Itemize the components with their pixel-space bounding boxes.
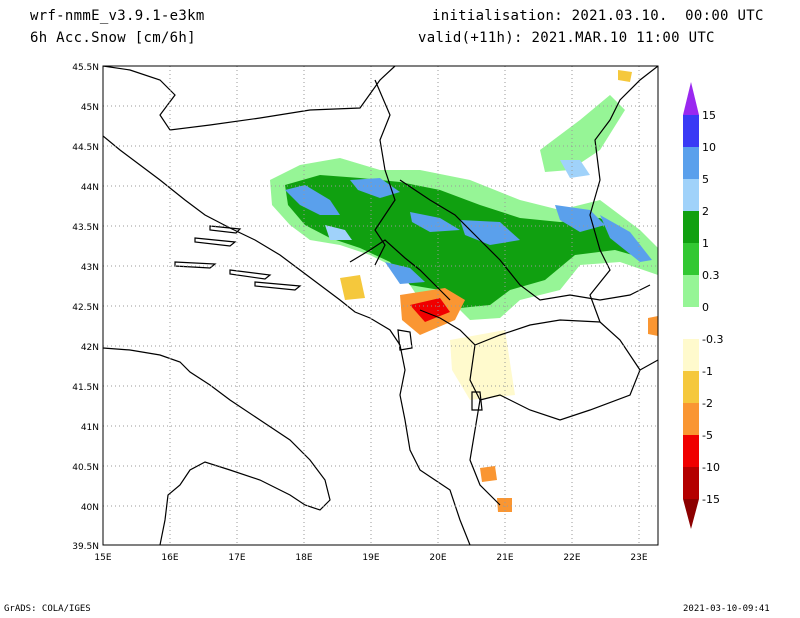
lon-label-17e: 17E xyxy=(228,553,245,563)
footer-timestamp: 2021-03-10-09:41 xyxy=(683,604,770,614)
lat-label-41n: 41N xyxy=(81,423,99,433)
island-1 xyxy=(194,237,237,247)
lon-label-18e: 18E xyxy=(295,553,312,563)
island-3 xyxy=(254,281,302,291)
island-2 xyxy=(174,261,217,269)
lat-label-40-5n: 40.5N xyxy=(72,463,99,473)
lon-label-20e: 20E xyxy=(429,553,446,563)
colorbar-swatch xyxy=(683,179,699,211)
snow-core-blue-7 xyxy=(385,262,425,284)
croatia-border xyxy=(103,66,396,131)
snow-areas xyxy=(270,70,658,512)
lat-label-43n: 43N xyxy=(81,263,99,273)
island-5 xyxy=(209,225,242,234)
lon-label-22e: 22E xyxy=(563,553,580,563)
lon-label-15e: 15E xyxy=(94,553,111,563)
footer-credit: GrADS: COLA/IGES xyxy=(4,604,91,614)
map-grid xyxy=(103,66,658,545)
lat-label-45-5n: 45.5N xyxy=(72,63,99,73)
colorbar-swatch xyxy=(683,115,699,147)
initialisation-text: initialisation: 2021.03.10. 00:00 UTC xyxy=(432,8,764,24)
colorbar-swatch xyxy=(683,403,699,435)
melt-red-1 xyxy=(410,298,450,322)
lat-label-44-5n: 44.5N xyxy=(72,143,99,153)
italy-coast xyxy=(103,347,331,545)
model-title: wrf-nmmE_v3.9.1-e3km xyxy=(30,8,205,24)
snow-core-blue-1 xyxy=(285,185,340,215)
lat-label-39-5n: 39.5N xyxy=(72,542,99,552)
colorbar-swatch xyxy=(683,435,699,467)
snow-core-lightblue-1 xyxy=(560,160,590,178)
lake-ohrid xyxy=(471,391,483,411)
colorbar-bottom-arrow xyxy=(683,499,699,529)
colorbar-label: -10 xyxy=(702,461,720,474)
colorbar-swatch xyxy=(683,275,699,307)
lat-axis: 45.5N 45N 44.5N 44N 43.5N 43N 42.5N 42N … xyxy=(72,63,99,552)
bulgaria-border xyxy=(589,66,658,323)
valid-time-text: valid(+11h): 2021.MAR.10 11:00 UTC xyxy=(418,30,715,46)
albania-border xyxy=(419,309,501,506)
melt-yellow-1 xyxy=(450,330,515,400)
colorbar-label: -2 xyxy=(702,397,713,410)
colorbar-swatch xyxy=(683,243,699,275)
map-area xyxy=(103,66,658,545)
greece-border xyxy=(639,359,658,371)
colorbar-swatch xyxy=(683,339,699,371)
colorbar-label: -1 xyxy=(702,365,713,378)
colorbar: 15 10 5 2 1 0.3 0 -0.3 -1 -2 -5 -10 -15 xyxy=(683,82,723,529)
colorbar-label: 15 xyxy=(702,109,716,122)
melt-orange-5 xyxy=(497,498,512,512)
lat-label-43-5n: 43.5N xyxy=(72,223,99,233)
colorbar-swatch xyxy=(683,467,699,499)
croatia-coast xyxy=(103,135,471,545)
serbia-border xyxy=(399,179,651,301)
colorbar-label: 1 xyxy=(702,237,709,250)
colorbar-label: 5 xyxy=(702,173,709,186)
colorbar-top-arrow xyxy=(683,82,699,115)
snow-core-blue-2 xyxy=(350,178,400,198)
montenegro-border xyxy=(349,239,451,301)
colorbar-label: -15 xyxy=(702,493,720,506)
lat-label-44n: 44N xyxy=(81,183,99,193)
colorbar-label: 2 xyxy=(702,205,709,218)
lon-label-16e: 16E xyxy=(161,553,178,563)
lat-label-45n: 45N xyxy=(81,103,99,113)
colorbar-label: 0.3 xyxy=(702,269,720,282)
colorbar-swatch xyxy=(683,371,699,403)
colorbar-swatch xyxy=(683,211,699,243)
map-frame xyxy=(102,65,659,546)
melt-orange-4 xyxy=(480,466,497,482)
melt-orange-7 xyxy=(618,70,632,82)
colorbar-swatch xyxy=(683,147,699,179)
melt-orange-1 xyxy=(340,275,365,300)
colorbar-label: -0.3 xyxy=(702,333,723,346)
lon-axis: 15E 16E 17E 18E 19E 20E 21E 22E 23E xyxy=(94,553,647,563)
bosnia-border xyxy=(374,79,396,266)
lon-label-21e: 21E xyxy=(496,553,513,563)
snow-band-north xyxy=(540,95,625,172)
snow-core-lightblue-2 xyxy=(325,225,352,240)
lon-label-19e: 19E xyxy=(362,553,379,563)
lat-label-42-5n: 42.5N xyxy=(72,303,99,313)
colorbar-swatch xyxy=(683,307,699,339)
field-title: 6h Acc.Snow [cm/6h] xyxy=(30,30,196,46)
melt-orange-6 xyxy=(648,316,658,336)
colorbar-label: 10 xyxy=(702,141,716,154)
lon-label-23e: 23E xyxy=(630,553,647,563)
island-4 xyxy=(229,269,272,280)
colorbar-label: 0 xyxy=(702,301,709,314)
lat-label-40n: 40N xyxy=(81,503,99,513)
lat-label-41-5n: 41.5N xyxy=(72,383,99,393)
lake-shkoder xyxy=(397,329,413,351)
coastlines-borders xyxy=(103,66,658,545)
lat-label-42n: 42N xyxy=(81,343,99,353)
colorbar-label: -5 xyxy=(702,429,713,442)
snow-band-green xyxy=(285,175,650,308)
snow-core-blue-3 xyxy=(410,212,460,232)
